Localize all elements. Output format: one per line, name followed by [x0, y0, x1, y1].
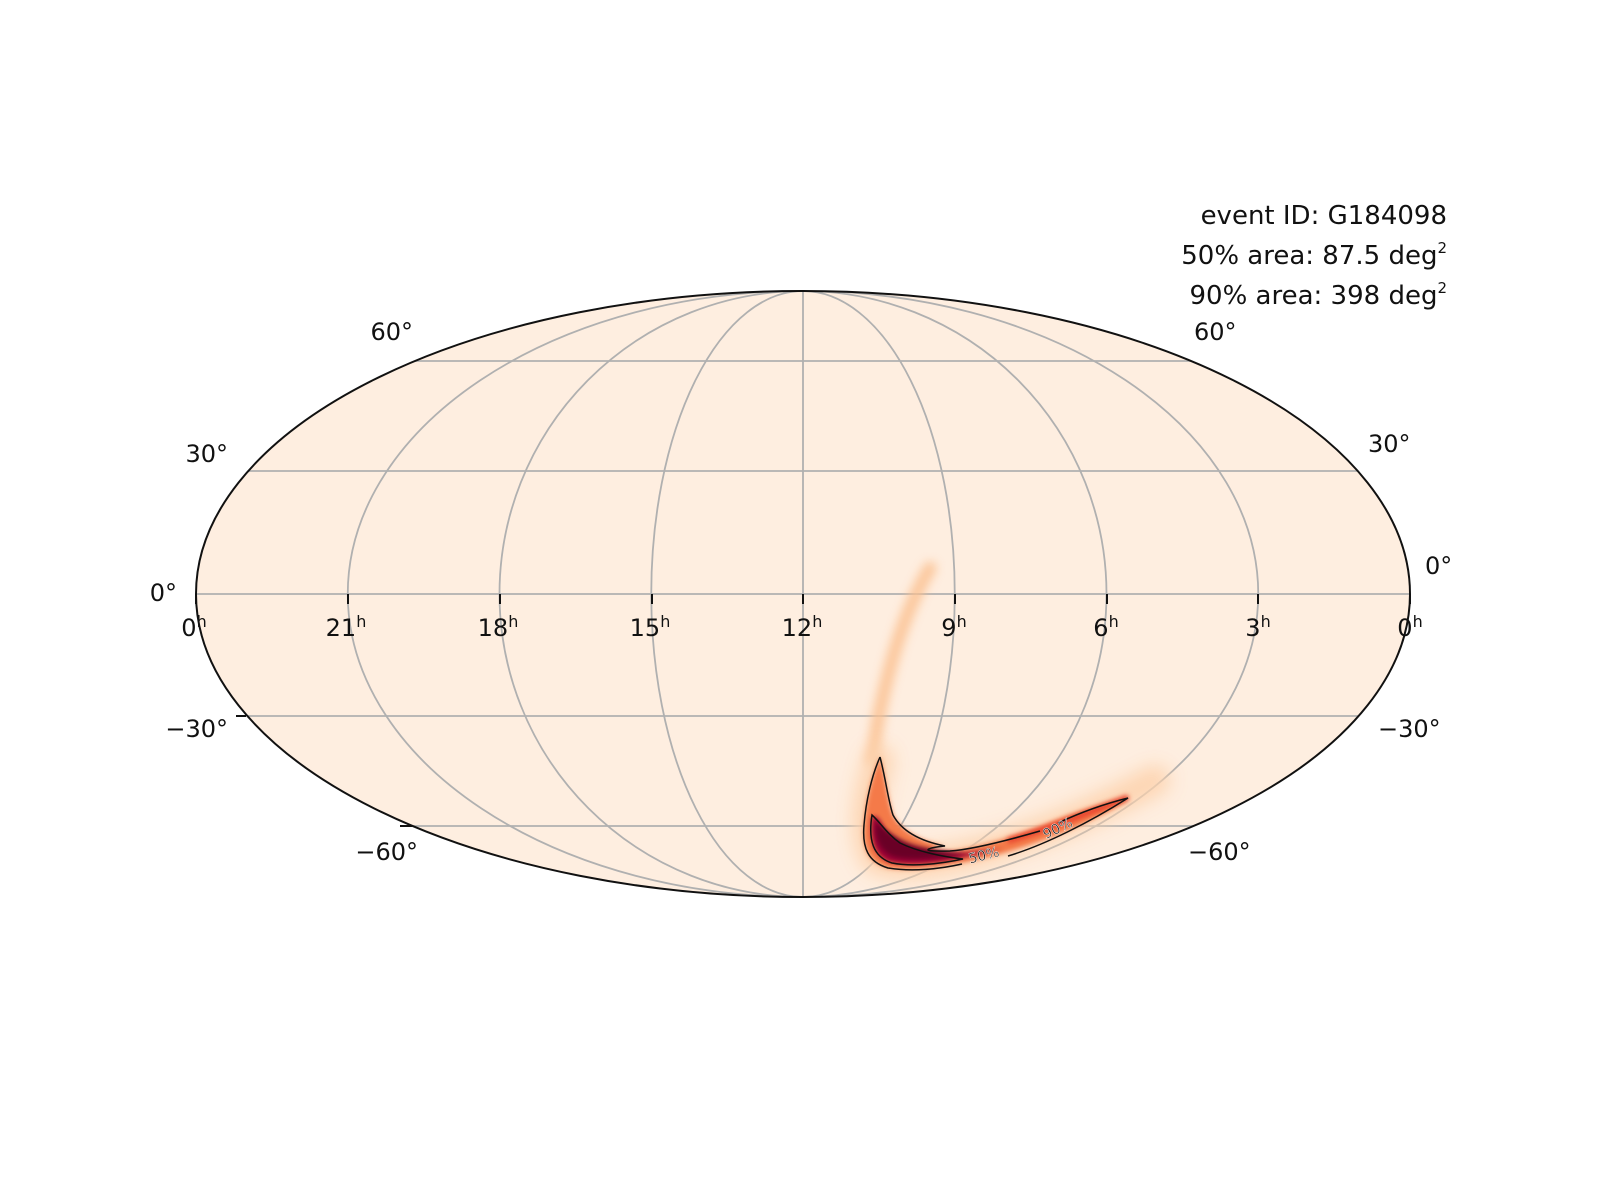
- ra-label-9h: 9h: [941, 612, 966, 642]
- ra-label-15h: 15h: [630, 612, 671, 642]
- ra-tick-marks: [195, 594, 1411, 827]
- contour-90-outer-east: [1007, 797, 1129, 857]
- ra-label-3h: 3h: [1245, 612, 1270, 642]
- contour-label-50: 50%: [967, 844, 1001, 867]
- dec-label-right-neg60: −60°: [1188, 838, 1251, 866]
- credible-contours: [862, 756, 1129, 871]
- area-50-label: 50% area: 87.5 deg2: [1181, 239, 1447, 271]
- dec-label-right-30: 30°: [1368, 430, 1411, 458]
- contour-50: [870, 813, 964, 866]
- dec-label-right-60: 60°: [1194, 318, 1237, 346]
- dec-label-left-30: 30°: [185, 440, 228, 468]
- ra-label-0h-right: 0h: [1397, 612, 1422, 642]
- contour-90-main: [862, 756, 963, 871]
- dec-label-left-60: 60°: [370, 318, 413, 346]
- density-peak: [875, 822, 965, 859]
- area-90-label: 90% area: 398 deg2: [1189, 279, 1448, 311]
- event-id-label: event ID: G184098: [1200, 201, 1447, 231]
- density-faint-arm: [865, 561, 937, 767]
- dec-label-right-neg30: −30°: [1378, 715, 1441, 743]
- event-info: event ID: G184098 50% area: 87.5 deg2 90…: [1181, 200, 1447, 312]
- dec-labels-left: 60° 30° 0° −30° −60°: [150, 318, 418, 866]
- ra-label-18h: 18h: [478, 612, 519, 642]
- dec-label-left-neg30: −30°: [165, 715, 228, 743]
- dec-label-right-0: 0°: [1425, 552, 1452, 580]
- dec-label-left-neg60: −60°: [355, 838, 418, 866]
- dec-label-left-0: 0°: [150, 579, 177, 607]
- ra-label-0h-left: 0h: [181, 612, 206, 642]
- dec-labels-right: 60° 30° 0° −30° −60°: [1188, 318, 1452, 866]
- ra-tick-labels: 0h 21h 18h 15h 12h 9h 6h 3h 0h: [181, 612, 1422, 642]
- ra-label-21h: 21h: [326, 612, 367, 642]
- contour-90-inner: [879, 756, 1041, 852]
- ra-label-12h: 12h: [782, 612, 823, 642]
- ra-label-6h: 6h: [1093, 612, 1118, 642]
